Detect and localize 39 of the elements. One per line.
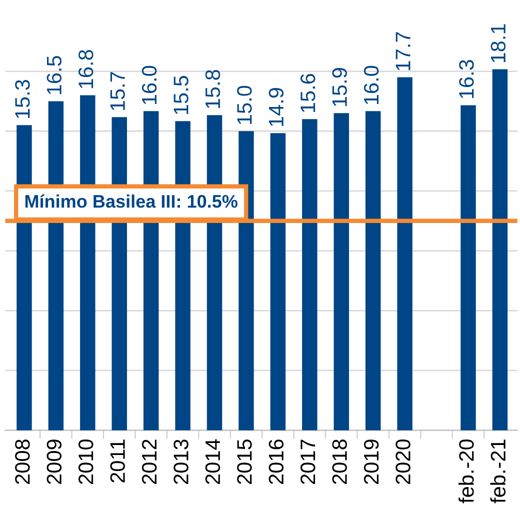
x-tick-label: 2009 — [46, 440, 62, 484]
data-label: 16.8 — [78, 50, 94, 88]
data-label: 16.3 — [459, 60, 474, 98]
data-label: 15.6 — [300, 74, 316, 112]
x-tick-label: 2017 — [300, 440, 316, 484]
x-tick-label: feb.-20 — [458, 439, 474, 504]
data-label: 15.5 — [174, 76, 188, 114]
data-label: 14.9 — [268, 88, 284, 126]
data-label: 16.5 — [46, 56, 62, 94]
bar — [238, 131, 254, 430]
data-label: 15.8 — [205, 70, 220, 108]
data-label: 16.0 — [142, 66, 157, 104]
data-label: 15.9 — [332, 68, 347, 106]
x-tick-label: 2020 — [396, 439, 410, 484]
bar — [334, 113, 349, 430]
bar — [365, 111, 381, 430]
data-label: 15.3 — [15, 80, 30, 118]
x-tick-label: 2015 — [237, 440, 252, 484]
x-tick-label: 2013 — [174, 440, 188, 484]
bar — [302, 119, 318, 430]
x-tick-label: 2016 — [268, 440, 284, 484]
x-tick-label: 2010 — [78, 439, 94, 484]
data-label: 16.0 — [364, 66, 379, 104]
data-label: 18.1 — [490, 24, 506, 62]
data-label: 17.7 — [396, 32, 410, 70]
data-label: 15.0 — [237, 86, 252, 124]
x-tick-label: 2014 — [205, 439, 220, 484]
bar — [397, 77, 412, 430]
bar — [270, 133, 286, 430]
ref-line-label: Mínimo Basilea III: 10.5% — [25, 194, 238, 208]
x-tick-label: 2012 — [142, 440, 157, 484]
x-tick-label: feb.-21 — [490, 440, 506, 504]
x-tick-label: 2018 — [332, 440, 347, 484]
bar — [492, 69, 508, 430]
data-label: 15.7 — [110, 72, 125, 110]
x-tick-label: 2019 — [364, 440, 379, 484]
x-tick-label: 2011 — [110, 440, 125, 482]
bar — [460, 105, 476, 430]
x-tick-label: 2008 — [15, 440, 30, 484]
